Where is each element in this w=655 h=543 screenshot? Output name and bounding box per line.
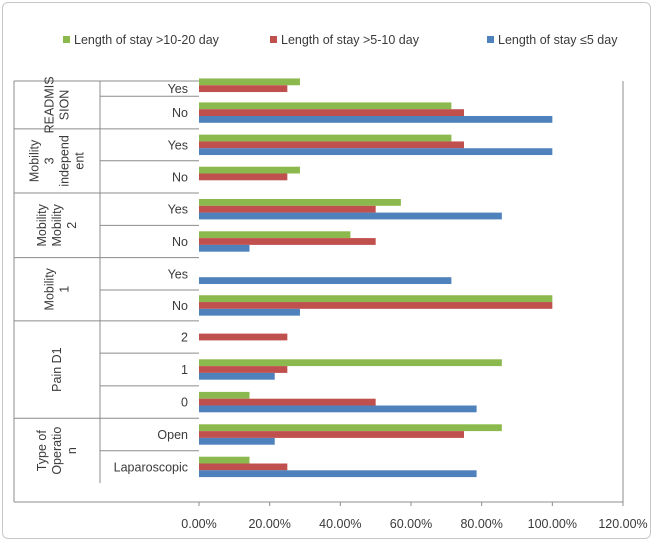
bar [199,166,300,174]
group-label-line: Mobility [35,203,49,246]
bar [199,205,376,213]
x-tick-label: 40.00% [319,517,361,531]
category-label: No [172,106,188,120]
category-label: No [172,170,188,184]
group-label: Mobility3independent [28,135,87,186]
label-table [13,80,624,503]
x-tick-label: 80.00% [460,517,502,531]
bar [199,359,502,367]
bar [199,116,553,123]
bar [199,463,288,471]
bar [199,405,477,413]
category-label: No [172,235,188,249]
category-labels: YesNoREADMISSIONYesNoMobility3independen… [28,76,189,474]
bar [199,431,464,438]
group-label-line: Operatio [50,427,64,475]
legend-label: Length of stay >10-20 day [74,33,220,47]
bar [199,85,288,93]
legend-label: Length of stay >5-10 day [281,33,420,47]
category-label: 0 [181,396,188,410]
group-label-line: Mobility [50,203,64,246]
group-label-line: 2 [65,222,79,229]
bar [199,302,553,309]
bar [199,173,288,181]
x-tick-label: 0.00% [181,517,216,531]
legend-swatch [487,36,494,43]
category-label: Yes [168,138,188,152]
bar [199,366,288,373]
bar [199,437,275,445]
group-label: Pain D1 [50,347,64,392]
category-label: 1 [181,363,188,377]
category-label: Yes [168,203,188,217]
bar [199,391,250,399]
legend-swatch [63,36,70,43]
category-label: 2 [181,331,188,345]
group-label-line: Type of [35,430,49,472]
group-label: READMISSION [43,76,72,133]
x-tick-label: 60.00% [390,517,432,531]
legend: Length of stay >10-20 day Length of stay … [63,33,618,47]
bar [199,78,300,86]
bar [199,134,452,142]
group-label-line: READMIS [43,76,57,133]
bar [199,231,351,239]
bar [199,102,452,110]
group-label-line: Mobility [28,139,42,182]
x-tick-label: 120.00% [598,517,647,531]
category-label: Laparoscopic [114,460,188,474]
bar [199,308,300,316]
bar [199,212,502,220]
bar [199,244,250,252]
bar [199,148,553,156]
bar [199,277,452,284]
bar [199,238,376,245]
group-label-line: 3 [43,157,57,164]
bar [199,424,502,432]
legend-label: Length of stay ≤5 day [498,33,618,47]
group-label: Mobility1 [43,267,72,310]
group-label-line: Pain D1 [50,347,64,392]
legend-swatch [270,36,277,43]
bar [199,398,376,406]
bar [199,109,464,116]
group-label-line: Mobility [43,267,57,310]
x-axis: 0.00% 20.00% 40.00% 60.00% 80.00% 100.00% 120.… [181,501,648,531]
x-tick-label: 100.00% [528,517,577,531]
group-label: MobilityMobility2 [35,203,79,246]
bar [199,333,288,341]
group-label: Type ofOperation [35,427,79,475]
bar [199,295,553,303]
bar [199,470,477,478]
bars [199,78,553,478]
bar [199,372,275,380]
bar [199,456,250,464]
group-label-line: 1 [58,286,72,293]
category-label: Yes [168,267,188,281]
category-label: Yes [168,82,188,96]
category-label: No [172,299,188,313]
group-label-line: n [65,447,79,454]
group-label-line: independ [58,135,72,186]
group-label-line: ent [73,152,87,170]
x-tick-label: 20.00% [248,517,290,531]
bar [199,141,464,149]
group-label-line: SION [58,90,72,121]
bar [199,199,401,206]
category-label: Open [157,428,188,442]
